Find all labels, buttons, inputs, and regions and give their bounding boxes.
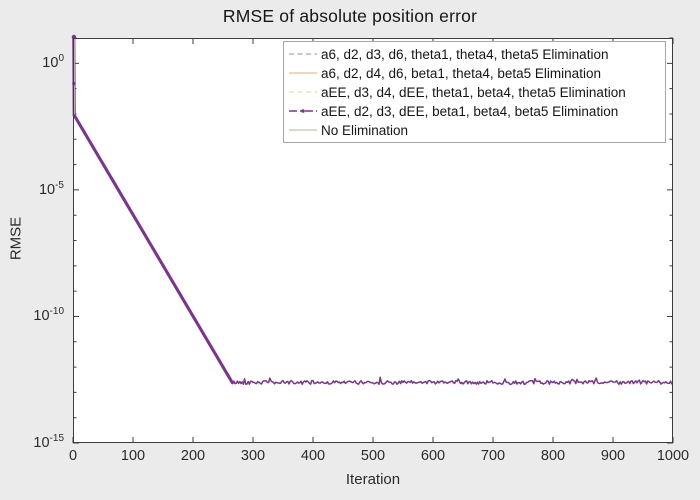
y-tick-label: 100 — [42, 53, 64, 72]
x-tick-label: 500 — [360, 448, 386, 464]
x-tick-label: 1000 — [656, 448, 690, 464]
legend-item: a6, d2, d3, d6, theta1, theta4, theta5 E… — [288, 45, 665, 64]
legend-rows: a6, d2, d3, d6, theta1, theta4, theta5 E… — [288, 45, 665, 140]
legend-item-label: aEE, d2, d3, dEE, beta1, beta4, beta5 El… — [321, 103, 619, 119]
legend-line-sample — [289, 109, 317, 113]
axes-box — [73, 38, 673, 443]
x-tick-label: 300 — [240, 448, 266, 464]
legend-item: aEE, d3, d4, dEE, theta1, beta4, theta5 … — [288, 83, 665, 102]
x-tick-label: 700 — [480, 448, 506, 464]
y-tick-label: 10-15 — [33, 433, 64, 451]
converged-floor-line — [231, 376, 674, 386]
y-tick-label: 10-5 — [38, 179, 64, 198]
x-tick-label: 800 — [540, 448, 566, 464]
x-tick-label: 0 — [68, 448, 78, 464]
legend-item: a6, d2, d4, d6, beta1, theta4, beta5 Eli… — [288, 64, 665, 83]
legend-item-label: aEE, d3, d4, dEE, theta1, beta4, theta5 … — [321, 84, 626, 100]
legend-line-sample — [289, 91, 317, 93]
legend-line-sample — [289, 129, 317, 131]
legend-line-sample — [289, 72, 317, 74]
x-tick-label: 400 — [300, 448, 326, 464]
y-axis-label: RMSE — [7, 216, 25, 261]
x-tick-label: 900 — [600, 448, 626, 464]
legend-item: No Elimination — [288, 121, 665, 140]
x-tick-label: 100 — [120, 448, 146, 464]
legend: a6, d2, d3, d6, theta1, theta4, theta5 E… — [283, 41, 666, 143]
x-tick-label: 600 — [420, 448, 446, 464]
convergence-slope-line — [72, 36, 234, 385]
x-tick-label: 200 — [180, 448, 206, 464]
chart-title: RMSE of absolute position error — [222, 6, 478, 26]
x-axis-label: Iteration — [345, 471, 401, 488]
legend-marker-dot — [301, 109, 305, 113]
legend-item-label: a6, d2, d3, d6, theta1, theta4, theta5 E… — [321, 46, 609, 62]
legend-item: aEE, d2, d3, dEE, beta1, beta4, beta5 El… — [288, 102, 665, 121]
legend-line-sample — [289, 53, 317, 55]
y-tick-label: 10-10 — [33, 306, 64, 325]
legend-item-label: No Elimination — [321, 122, 409, 138]
legend-item-label: a6, d2, d4, d6, beta1, theta4, beta5 Eli… — [321, 65, 601, 81]
